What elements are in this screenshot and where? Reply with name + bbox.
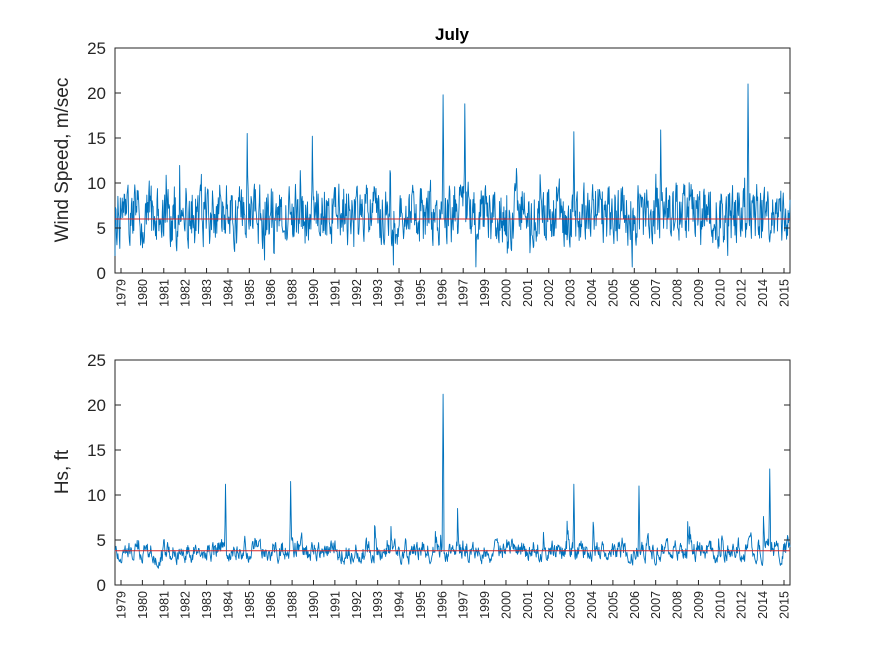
wave-height-xtick-label: 2014 — [756, 591, 770, 619]
wind-speed-xtick-label: 1981 — [157, 279, 171, 307]
wind-speed-ytick-label: 25 — [87, 39, 106, 58]
wave-height-xtick-label: 1982 — [179, 591, 193, 619]
wind-speed-axes: 0 5 10 15 20 25 1979 1980 1981 1982 1983 1984 1985 19… — [52, 25, 792, 307]
wave-height-xtick-label: 1979 — [115, 591, 129, 619]
wave-height-xtick-label: 2010 — [713, 591, 727, 619]
wind-speed-xtick-label: 1979 — [115, 279, 129, 307]
wave-height-ytick-label: 25 — [87, 351, 106, 370]
wind-speed-xtick-label: 1982 — [179, 279, 193, 307]
wind-speed-series-group — [114, 83, 791, 268]
wave-height-xtick-label: 2006 — [628, 591, 642, 619]
wind-speed-xtick-label: 2009 — [692, 279, 706, 307]
wave-height-xtick-label: 1995 — [414, 591, 428, 619]
wave-height-ytick-label: 10 — [87, 486, 106, 505]
wind-speed-ytick-label: 0 — [97, 264, 106, 283]
wind-speed-plot-frame — [114, 47, 791, 274]
wave-height-ytick-label: 20 — [87, 396, 106, 415]
wave-height-ytick-label: 0 — [97, 576, 106, 595]
wind-speed-xtick-label: 1994 — [393, 279, 407, 307]
wind-speed-xtick-label: 2007 — [649, 279, 663, 307]
wind-speed-xtick-label: 1997 — [457, 279, 471, 307]
wind-speed-series-line — [114, 83, 791, 268]
wind-speed-xtick-label: 2008 — [671, 279, 685, 307]
wave-height-ylabel: Hs, ft — [52, 449, 73, 494]
wave-height-xtick-label: 2009 — [692, 591, 706, 619]
wind-speed-xtick-label: 2012 — [735, 279, 749, 307]
wind-speed-xtick-label: 1991 — [328, 279, 342, 307]
wind-speed-xtick-label: 2014 — [756, 279, 770, 307]
wind-speed-xtick-label: 2006 — [628, 279, 642, 307]
wave-height-ytick-label: 5 — [97, 531, 106, 550]
wave-height-xtick-label: 1999 — [478, 591, 492, 619]
wind-speed-xtick-label: 1990 — [307, 279, 321, 307]
wave-height-xtick-label: 1993 — [371, 591, 385, 619]
wind-speed-ylabel: Wind Speed, m/sec — [52, 78, 73, 243]
wave-height-xtick-label: 2004 — [585, 591, 599, 619]
wind-speed-xtick-label: 1985 — [243, 279, 257, 307]
wave-height-xtick-label: 2012 — [735, 591, 749, 619]
wave-height-xtick-label: 2008 — [671, 591, 685, 619]
wave-height-xtick-label: 1990 — [307, 591, 321, 619]
wind-speed-xtick-label: 2001 — [521, 279, 535, 307]
wave-height-series-line — [114, 393, 791, 569]
wave-height-xtick-label: 2001 — [521, 591, 535, 619]
wave-height-ytick-label: 15 — [87, 441, 106, 460]
wind-speed-xtick-label: 2004 — [585, 279, 599, 307]
wave-height-xtick-label: 2002 — [542, 591, 556, 619]
wave-height-axes: 0 5 10 15 20 25 1979 1980 1981 1982 1983 1984 1985 19… — [52, 351, 792, 619]
wave-height-xtick-label: 1991 — [328, 591, 342, 619]
wind-speed-xtick-label: 2000 — [499, 279, 513, 307]
wave-height-xtick-label: 1988 — [286, 591, 300, 619]
wave-height-xtick-label: 2003 — [564, 591, 578, 619]
wind-speed-xtick-label: 1980 — [136, 279, 150, 307]
wave-height-xtick-label: 1980 — [136, 591, 150, 619]
wave-height-xtick-label: 2015 — [778, 591, 792, 619]
wind-speed-xtick-label: 1993 — [371, 279, 385, 307]
wind-speed-ytick-label: 10 — [87, 174, 106, 193]
wave-height-xtick-label: 1981 — [157, 591, 171, 619]
wind-speed-xtick-label: 1995 — [414, 279, 428, 307]
wind-speed-xtick-label: 1988 — [286, 279, 300, 307]
wave-height-xtick-label: 1996 — [435, 591, 449, 619]
wave-height-ticks-group: 0 5 10 15 20 25 1979 1980 1981 1982 1983 1984 1985 19… — [87, 351, 791, 619]
wind-speed-ytick-label: 15 — [87, 129, 106, 148]
wave-height-xtick-label: 1985 — [243, 591, 257, 619]
wind-speed-xtick-label: 1992 — [350, 279, 364, 307]
wind-speed-ytick-label: 5 — [97, 219, 106, 238]
wave-height-xtick-label: 1997 — [457, 591, 471, 619]
wave-height-xtick-label: 2000 — [499, 591, 513, 619]
wind-speed-ytick-label: 20 — [87, 84, 106, 103]
wave-height-xtick-label: 2007 — [649, 591, 663, 619]
chart-title: July — [435, 25, 470, 44]
wind-speed-xtick-label: 2010 — [713, 279, 727, 307]
wind-speed-xtick-label: 1996 — [435, 279, 449, 307]
wave-height-series-group — [114, 393, 791, 569]
wind-speed-xtick-label: 1984 — [221, 279, 235, 307]
wind-speed-xtick-label: 2002 — [542, 279, 556, 307]
wave-height-xtick-label: 2005 — [606, 591, 620, 619]
wind-speed-xtick-label: 1999 — [478, 279, 492, 307]
wind-speed-ticks-group: 0 5 10 15 20 25 1979 1980 1981 1982 1983 1984 1985 19… — [87, 39, 791, 307]
wave-height-xtick-label: 1984 — [221, 591, 235, 619]
wind-speed-xtick-label: 2015 — [778, 279, 792, 307]
wave-height-xtick-label: 1994 — [393, 591, 407, 619]
wind-speed-xtick-label: 2005 — [606, 279, 620, 307]
wave-height-xtick-label: 1986 — [264, 591, 278, 619]
wind-speed-xtick-label: 1983 — [200, 279, 214, 307]
wind-speed-xtick-label: 1986 — [264, 279, 278, 307]
wave-height-xtick-label: 1983 — [200, 591, 214, 619]
wave-height-xtick-label: 1992 — [350, 591, 364, 619]
wind-speed-xtick-label: 2003 — [564, 279, 578, 307]
